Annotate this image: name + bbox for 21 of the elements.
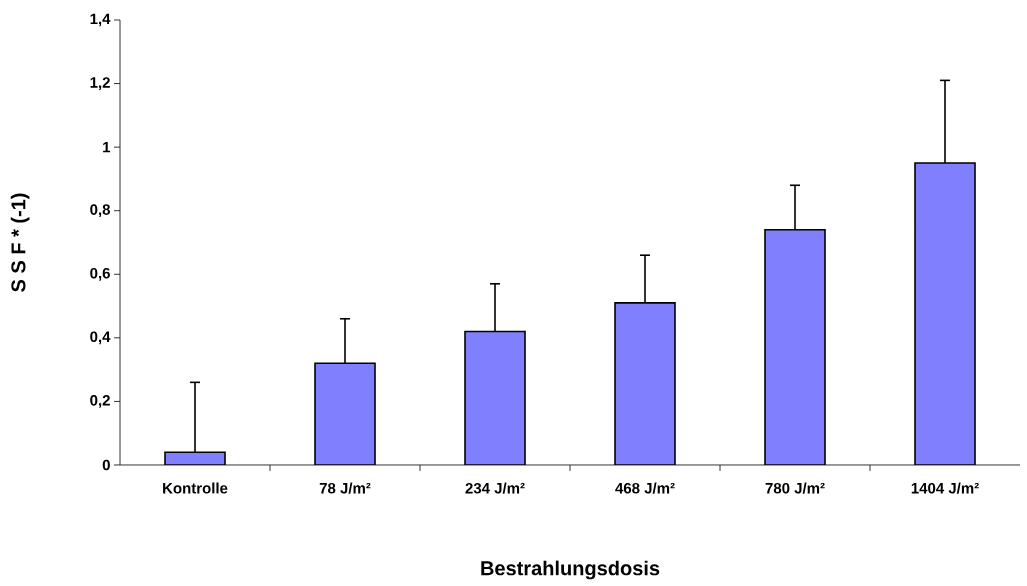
x-axis-title: Bestrahlungsdosis (481, 560, 660, 580)
y-tick-label: 1,2 (90, 77, 110, 90)
x-tick-label: 468 J/m² (615, 482, 675, 494)
y-tick-label: 0,6 (90, 267, 110, 281)
y-axis-title: S S F * (-1) (10, 193, 30, 292)
x-tick-label: 1404 J/m² (911, 482, 979, 494)
x-tick-label: 78 J/m² (319, 482, 371, 494)
bar (914, 162, 976, 465)
y-tick-label: 1 (103, 141, 111, 153)
y-tick-label: 0,8 (90, 204, 111, 218)
y-tick-label: 0,4 (90, 331, 111, 345)
bar (464, 330, 526, 465)
y-tick-label: 0,2 (90, 395, 110, 408)
x-tick-label: Kontrolle (163, 482, 228, 494)
bar (614, 302, 676, 465)
x-tick-label: 780 J/m² (765, 482, 825, 494)
bar (314, 362, 376, 465)
x-tick-label: 234 J/m² (465, 482, 525, 494)
y-tick-label: 1,4 (90, 13, 111, 27)
y-tick-label: 0 (102, 459, 110, 471)
bar (764, 228, 826, 465)
